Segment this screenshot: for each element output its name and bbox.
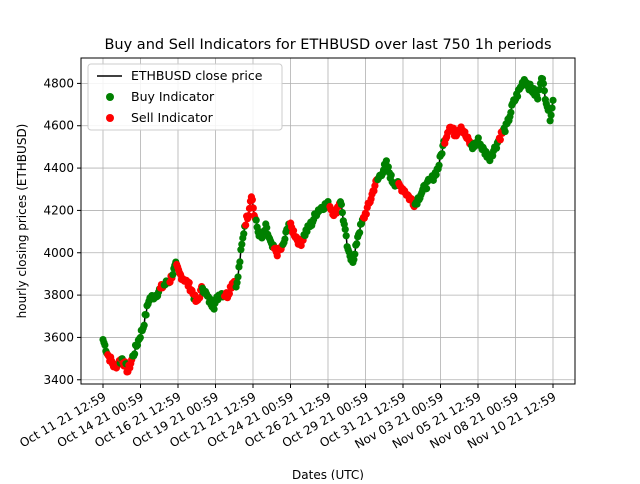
buy-indicator-point (210, 305, 218, 313)
sell-indicator-point (449, 124, 458, 132)
sell-indicator-point (362, 210, 370, 218)
buy-indicator-point (492, 144, 501, 152)
sell-indicator-point (249, 204, 257, 212)
buy-indicator-point (546, 117, 554, 125)
sell-indicator-point (496, 136, 504, 144)
sell-indicator-point (333, 209, 341, 217)
buy-indicator-point (140, 321, 148, 329)
buy-indicator-point (384, 163, 392, 171)
sell-indicator-point (185, 279, 193, 287)
buy-indicator-point (432, 171, 440, 179)
buy-indicator-point (534, 95, 542, 103)
buy-indicator-point (252, 216, 260, 224)
buy-indicator-point (547, 111, 555, 119)
buy-indicator-point (342, 232, 350, 240)
buy-indicator-point (169, 270, 177, 279)
buy-indicator-point (142, 311, 150, 319)
buy-indicator-point (263, 224, 271, 232)
buy-indicator-point (387, 171, 395, 179)
sell-indicator-point (244, 212, 253, 220)
buy-indicator-point (238, 240, 246, 248)
y-tick-label: 4600 (43, 119, 74, 133)
buy-indicator-point (513, 92, 522, 100)
buy-indicator-point (234, 273, 242, 281)
legend-sell-marker (106, 114, 114, 122)
buy-indicator-point (540, 87, 548, 95)
buy-indicator-point (237, 246, 245, 254)
buy-indicator-point (351, 250, 359, 258)
y-tick-label: 3800 (43, 288, 74, 302)
buy-indicator-point (350, 256, 358, 264)
buy-indicator-point (356, 229, 364, 237)
buy-indicator-point (337, 200, 345, 209)
sell-indicator-point (289, 227, 298, 235)
buy-indicator-point (258, 234, 266, 242)
buy-indicator-point (341, 225, 349, 233)
buy-indicator-point (507, 108, 515, 117)
sell-indicator-point (273, 252, 281, 260)
y-tick-label: 4200 (43, 203, 74, 217)
buy-indicator-point (353, 240, 361, 248)
buy-indicator-point (539, 79, 548, 88)
sell-indicator-point (225, 290, 233, 298)
legend-buy-marker (106, 93, 114, 101)
chart-title: Buy and Sell Indicators for ETHBUSD over… (104, 37, 551, 53)
legend-price-label: ETHBUSD close price (131, 68, 263, 83)
legend: ETHBUSD close price Buy Indicator Sell I… (87, 63, 283, 131)
y-tick-label: 4000 (43, 246, 74, 260)
buy-indicator-point (338, 208, 346, 217)
sell-indicator-point (242, 221, 250, 229)
y-tick-label: 3600 (43, 330, 74, 344)
buy-indicator-point (131, 350, 139, 358)
legend-buy-label: Buy Indicator (131, 89, 215, 104)
buy-indicator-point (549, 96, 557, 104)
buy-indicator-point (382, 157, 390, 165)
buy-indicator-point (423, 184, 431, 193)
y-axis-label: hourly closing prices (ETHBUSD) (15, 124, 29, 319)
buy-indicator-point (240, 230, 248, 238)
legend-box (87, 63, 283, 131)
sell-indicator-point (196, 294, 204, 302)
buy-indicator-point (438, 150, 446, 158)
buy-indicator-point (548, 104, 556, 112)
buy-indicator-point (136, 333, 144, 342)
buy-indicator-point (236, 258, 244, 266)
buy-indicator-point (206, 295, 214, 303)
x-axis-label: Dates (UTC) (292, 468, 364, 480)
y-tick-label: 4800 (43, 76, 74, 90)
sell-indicator-point (248, 196, 256, 204)
legend-sell-label: Sell Indicator (131, 110, 214, 125)
buy-indicator-point (501, 127, 509, 136)
buy-indicator-point (281, 235, 289, 243)
y-tick-label: 3400 (43, 373, 74, 387)
buy-indicator-point (435, 161, 443, 169)
y-tick-label: 4400 (43, 161, 74, 175)
y-axis: 3400 3600 3800 4000 4200 4400 4600 4800 (43, 76, 81, 387)
plot-data (99, 74, 557, 376)
buy-indicator-point (233, 279, 241, 287)
buy-indicator-point (101, 341, 109, 349)
buy-indicator-point (474, 134, 482, 142)
